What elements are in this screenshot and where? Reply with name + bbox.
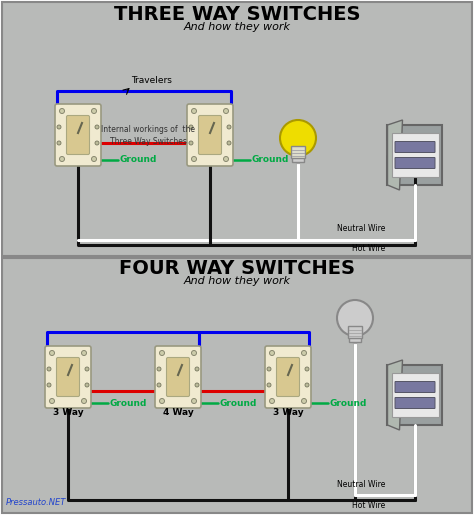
Circle shape [91,157,97,162]
FancyBboxPatch shape [56,357,80,397]
Circle shape [305,367,309,371]
Circle shape [195,383,199,387]
Polygon shape [388,120,402,190]
Text: Neutral Wire: Neutral Wire [337,480,385,489]
FancyBboxPatch shape [276,357,300,397]
Circle shape [267,383,271,387]
FancyBboxPatch shape [45,346,91,408]
Circle shape [159,351,164,355]
Circle shape [189,141,193,145]
Circle shape [159,399,164,403]
FancyBboxPatch shape [395,398,435,408]
Text: And how they work: And how they work [183,22,291,32]
Text: Hot Wire: Hot Wire [352,244,385,253]
Circle shape [227,141,231,145]
FancyBboxPatch shape [392,373,439,417]
FancyBboxPatch shape [187,104,233,166]
Circle shape [191,351,197,355]
Circle shape [280,120,316,156]
FancyBboxPatch shape [166,357,190,397]
Text: Ground: Ground [330,399,367,407]
FancyBboxPatch shape [388,365,443,425]
Text: Ground: Ground [110,399,147,407]
Circle shape [95,125,99,129]
Circle shape [301,351,307,355]
Circle shape [305,383,309,387]
Circle shape [189,125,193,129]
FancyBboxPatch shape [392,133,439,177]
FancyBboxPatch shape [395,158,435,168]
Circle shape [85,367,89,371]
Text: 3 Way: 3 Way [273,408,303,417]
FancyBboxPatch shape [388,125,443,185]
Circle shape [270,351,274,355]
Circle shape [227,125,231,129]
Circle shape [49,351,55,355]
FancyBboxPatch shape [66,115,90,154]
Circle shape [85,383,89,387]
Text: Neutral Wire: Neutral Wire [337,224,385,233]
Text: Internal workings of  the: Internal workings of the [101,126,195,134]
FancyBboxPatch shape [155,346,201,408]
Circle shape [157,367,161,371]
Text: 4 Way: 4 Way [163,408,193,417]
Text: Travelers: Travelers [132,76,173,85]
Text: THREE WAY SWITCHES: THREE WAY SWITCHES [114,5,360,24]
FancyBboxPatch shape [395,142,435,152]
Circle shape [224,109,228,113]
FancyBboxPatch shape [291,146,305,158]
Text: 3 Way: 3 Way [53,408,83,417]
Circle shape [57,125,61,129]
Circle shape [49,399,55,403]
Polygon shape [388,360,402,430]
Circle shape [195,367,199,371]
Text: Hot Wire: Hot Wire [352,501,385,510]
Text: And how they work: And how they work [183,276,291,286]
Circle shape [301,399,307,403]
Circle shape [224,157,228,162]
Text: Pressauto.NET: Pressauto.NET [6,498,66,507]
Circle shape [191,157,197,162]
Text: Ground: Ground [120,156,157,164]
FancyBboxPatch shape [349,336,361,342]
Text: Ground: Ground [252,156,289,164]
Circle shape [91,109,97,113]
Circle shape [270,399,274,403]
Circle shape [95,141,99,145]
FancyBboxPatch shape [395,382,435,392]
Circle shape [191,399,197,403]
Text: FOUR WAY SWITCHES: FOUR WAY SWITCHES [119,259,355,278]
Circle shape [191,109,197,113]
Text: Three Way Switches: Three Way Switches [109,136,186,146]
FancyBboxPatch shape [55,104,101,166]
Circle shape [157,383,161,387]
FancyBboxPatch shape [292,156,304,162]
Circle shape [57,141,61,145]
FancyBboxPatch shape [199,115,221,154]
Circle shape [47,367,51,371]
Circle shape [47,383,51,387]
Circle shape [337,300,373,336]
Circle shape [267,367,271,371]
FancyBboxPatch shape [2,2,472,256]
Text: Ground: Ground [220,399,257,407]
FancyBboxPatch shape [265,346,311,408]
FancyBboxPatch shape [348,326,362,338]
Circle shape [82,399,86,403]
Circle shape [60,109,64,113]
Circle shape [60,157,64,162]
Circle shape [82,351,86,355]
FancyBboxPatch shape [2,258,472,513]
